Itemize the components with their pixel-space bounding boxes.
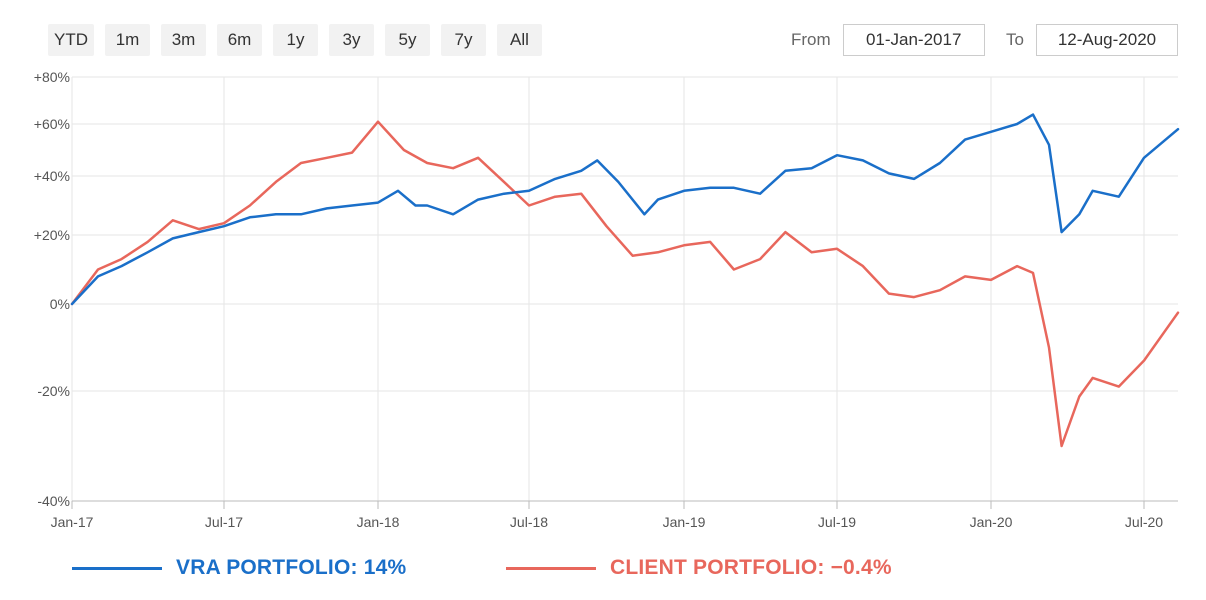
legend-label-vra: VRA PORTFOLIO: 14% [176,556,407,579]
x-tick-label: Jan-18 [357,514,400,530]
from-label: From [791,30,831,49]
x-tick-label: Jul-20 [1125,514,1163,530]
legend-label-client: CLIENT PORTFOLIO: −0.4% [610,556,892,579]
range-selector: YTD 1m 3m 6m 1y 3y 5y 7y All [48,24,553,56]
y-tick-label: +20% [34,227,70,243]
range-button-1m[interactable]: 1m [105,24,150,56]
y-axis-ticks: +80% +60% +40% +20% 0% -20% -40% [34,69,70,509]
x-tick-label: Jan-19 [663,514,706,530]
series-lines [70,113,1180,448]
y-tick-label: +80% [34,69,70,85]
from-date-input[interactable] [842,24,985,56]
x-axis-ticks: Jan-17 Jul-17 Jan-18 Jul-18 Jan-19 Jul-19 Jan-… [51,500,1178,530]
x-tick-label: Jan-20 [970,514,1013,530]
x-tick-label: Jul-18 [510,514,548,530]
range-button-all[interactable]: All [497,24,542,56]
y-tick-label: 0% [50,296,70,312]
x-tick-label: Jan-17 [51,514,94,530]
to-date-input[interactable] [1035,24,1178,56]
range-button-3y[interactable]: 3y [329,24,374,56]
series-line-vra [70,113,1180,306]
range-button-3m[interactable]: 3m [161,24,206,56]
range-button-6m[interactable]: 6m [217,24,262,56]
legend-item-client: CLIENT PORTFOLIO: −0.4% [506,556,892,580]
range-button-1y[interactable]: 1y [273,24,318,56]
performance-chart: +80%+60%+40%+20%0%-20%-40% Jan-17 Jul-17 J… [34,69,1180,530]
legend-swatch-vra [72,566,162,570]
legend-item-vra: VRA PORTFOLIO: 14% [72,556,406,580]
from-date-group: From [791,24,985,56]
series-line-client [70,120,1180,448]
range-button-ytd[interactable]: YTD [48,24,94,56]
to-label: To [1006,30,1024,49]
x-tick-label: Jul-19 [818,514,856,530]
x-tick-label: Jul-17 [205,514,243,530]
y-tick-label: +40% [34,168,70,184]
range-button-5y[interactable]: 5y [385,24,430,56]
grid-lines [71,76,1178,502]
y-tick-label: -40% [37,493,70,509]
to-date-group: To [1006,24,1178,56]
y-tick-label: +60% [34,116,70,132]
range-button-7y[interactable]: 7y [441,24,486,56]
y-tick-label: -20% [37,383,70,399]
legend-swatch-client [506,566,596,570]
toolbar: YTD 1m 3m 6m 1y 3y 5y 7y All From To [0,0,1206,76]
